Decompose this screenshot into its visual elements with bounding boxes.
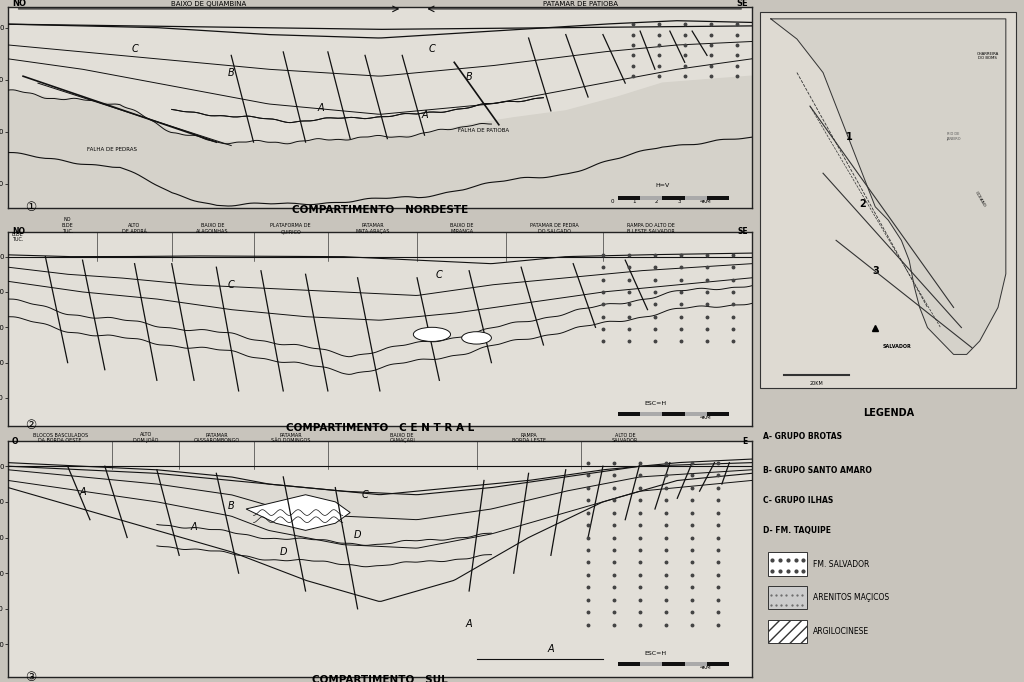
Text: A: A bbox=[466, 619, 472, 629]
Text: D: D bbox=[354, 529, 361, 539]
Text: PLATAFORMA DE
QUIRICO: PLATAFORMA DE QUIRICO bbox=[270, 223, 311, 234]
Text: ESC=H: ESC=H bbox=[644, 401, 666, 406]
Text: D: D bbox=[280, 548, 287, 557]
Text: 1: 1 bbox=[846, 132, 853, 142]
Text: PATAMAR DE PATIOBA: PATAMAR DE PATIOBA bbox=[543, 1, 618, 7]
Text: CHARREIRA
DO BOMS: CHARREIRA DO BOMS bbox=[977, 52, 998, 60]
Text: COMPARTIMENTO   C E N T R A L: COMPARTIMENTO C E N T R A L bbox=[286, 423, 474, 432]
Text: C: C bbox=[361, 490, 369, 501]
Text: COMPARTIMENTO   SUL: COMPARTIMENTO SUL bbox=[312, 674, 447, 682]
Text: B.DE
TUC.: B.DE TUC. bbox=[12, 232, 24, 243]
Bar bbox=[685, 196, 707, 200]
Text: C: C bbox=[429, 44, 435, 54]
Text: BLOCOS BASCULADOS
DA BORDA OESTE: BLOCOS BASCULADOS DA BORDA OESTE bbox=[33, 432, 88, 443]
Text: ALTO
DOM JOÃO: ALTO DOM JOÃO bbox=[133, 432, 159, 443]
Text: 4KM: 4KM bbox=[699, 415, 712, 420]
Text: LEGENDA: LEGENDA bbox=[863, 408, 913, 418]
Text: 20KM: 20KM bbox=[810, 381, 823, 385]
Bar bbox=[768, 619, 807, 643]
Text: FM. SALVADOR: FM. SALVADOR bbox=[813, 560, 869, 569]
Text: 0: 0 bbox=[610, 199, 613, 204]
Bar bbox=[768, 552, 807, 576]
Text: ARENITOS MAÇICOS: ARENITOS MAÇICOS bbox=[813, 593, 889, 602]
Text: 4KM: 4KM bbox=[699, 199, 712, 204]
Bar bbox=[663, 196, 685, 200]
Text: D- FM. TAQUIPE: D- FM. TAQUIPE bbox=[763, 526, 831, 535]
Text: BAIXO DE
ALAGOINHAS: BAIXO DE ALAGOINHAS bbox=[197, 223, 229, 234]
Bar bbox=[663, 662, 685, 666]
Bar bbox=[617, 196, 640, 200]
Bar bbox=[761, 12, 1016, 388]
Text: A: A bbox=[421, 110, 428, 120]
Text: A- GRUPO BROTAS: A- GRUPO BROTAS bbox=[763, 432, 842, 441]
Text: C- GRUPO ILHAS: C- GRUPO ILHAS bbox=[763, 496, 834, 505]
Text: ESC=H: ESC=H bbox=[644, 651, 666, 656]
Text: ②: ② bbox=[25, 419, 36, 432]
Text: RAMPA
BORDA LESTE: RAMPA BORDA LESTE bbox=[512, 432, 546, 443]
Bar bbox=[768, 586, 807, 610]
Text: 3: 3 bbox=[677, 199, 681, 204]
Text: COMPARTIMENTO   NORDESTE: COMPARTIMENTO NORDESTE bbox=[292, 205, 468, 215]
Text: H=V: H=V bbox=[655, 183, 670, 188]
Text: SALVADOR: SALVADOR bbox=[883, 344, 911, 349]
Text: FALHA DE PATIOBA: FALHA DE PATIOBA bbox=[459, 128, 510, 133]
Text: 4KM: 4KM bbox=[699, 666, 712, 670]
Text: ALTO
DE APORÁ: ALTO DE APORÁ bbox=[122, 223, 147, 234]
Text: 1: 1 bbox=[633, 199, 636, 204]
Text: PATAMAR
MATA-ARAÇAS: PATAMAR MATA-ARAÇAS bbox=[355, 223, 390, 234]
Bar bbox=[640, 662, 663, 666]
Bar bbox=[640, 412, 663, 416]
Polygon shape bbox=[8, 76, 752, 208]
Text: NO
B.DE
TUC.: NO B.DE TUC. bbox=[61, 218, 74, 234]
Text: ①: ① bbox=[25, 201, 36, 214]
Text: PATAMAR DE PEDRA
DO SALGADO: PATAMAR DE PEDRA DO SALGADO bbox=[530, 223, 579, 234]
Text: A: A bbox=[79, 487, 86, 496]
Text: OCEANO: OCEANO bbox=[974, 190, 986, 208]
Text: A: A bbox=[317, 103, 324, 113]
Text: RIO DE
JANEIRO: RIO DE JANEIRO bbox=[946, 132, 961, 140]
Text: RAMPA DO ALTO DE
B.LESTE SALVADOR: RAMPA DO ALTO DE B.LESTE SALVADOR bbox=[628, 223, 675, 234]
Text: C: C bbox=[131, 44, 138, 54]
Bar bbox=[617, 662, 640, 666]
Polygon shape bbox=[771, 19, 1006, 355]
Text: ALTO DE
SALVADOR: ALTO DE SALVADOR bbox=[612, 432, 638, 443]
Ellipse shape bbox=[462, 331, 492, 344]
Text: FALHA DE PEDRAS: FALHA DE PEDRAS bbox=[87, 147, 137, 152]
Text: B: B bbox=[228, 501, 234, 511]
Bar bbox=[707, 196, 729, 200]
Text: SE: SE bbox=[736, 0, 748, 8]
Text: NO: NO bbox=[12, 227, 25, 236]
Text: A: A bbox=[190, 522, 198, 533]
Text: BAIXO DE
MIRANGA: BAIXO DE MIRANGA bbox=[450, 223, 473, 234]
Text: C: C bbox=[228, 280, 234, 291]
Text: BAIXO DE QUIAMBINA: BAIXO DE QUIAMBINA bbox=[171, 1, 247, 7]
Text: BAIXO DE
CAMAÇARI: BAIXO DE CAMAÇARI bbox=[389, 432, 415, 443]
Text: ARGILOCINESE: ARGILOCINESE bbox=[813, 627, 868, 636]
Text: B- GRUPO SANTO AMARO: B- GRUPO SANTO AMARO bbox=[763, 466, 871, 475]
Text: 2: 2 bbox=[859, 198, 865, 209]
Text: B: B bbox=[466, 72, 472, 82]
Text: PATAMAR
SÃO DOMINGOS: PATAMAR SÃO DOMINGOS bbox=[271, 432, 310, 443]
Text: E: E bbox=[742, 436, 748, 445]
Text: O: O bbox=[12, 436, 18, 445]
Ellipse shape bbox=[414, 327, 451, 342]
Text: NO: NO bbox=[12, 0, 26, 8]
Text: 3: 3 bbox=[871, 266, 879, 276]
Bar bbox=[707, 662, 729, 666]
Bar bbox=[685, 662, 707, 666]
Polygon shape bbox=[246, 494, 350, 531]
Text: SE: SE bbox=[737, 227, 748, 236]
Text: B: B bbox=[228, 68, 234, 78]
Text: PATAMAR
CASSAROMBONGO: PATAMAR CASSAROMBONGO bbox=[194, 432, 240, 443]
Text: A: A bbox=[548, 644, 554, 653]
Bar bbox=[617, 412, 640, 416]
Bar bbox=[685, 412, 707, 416]
Bar bbox=[663, 412, 685, 416]
Text: 2: 2 bbox=[655, 199, 658, 204]
Bar bbox=[707, 412, 729, 416]
Text: ③: ③ bbox=[25, 671, 36, 682]
Text: C: C bbox=[436, 270, 442, 280]
Bar bbox=[640, 196, 663, 200]
